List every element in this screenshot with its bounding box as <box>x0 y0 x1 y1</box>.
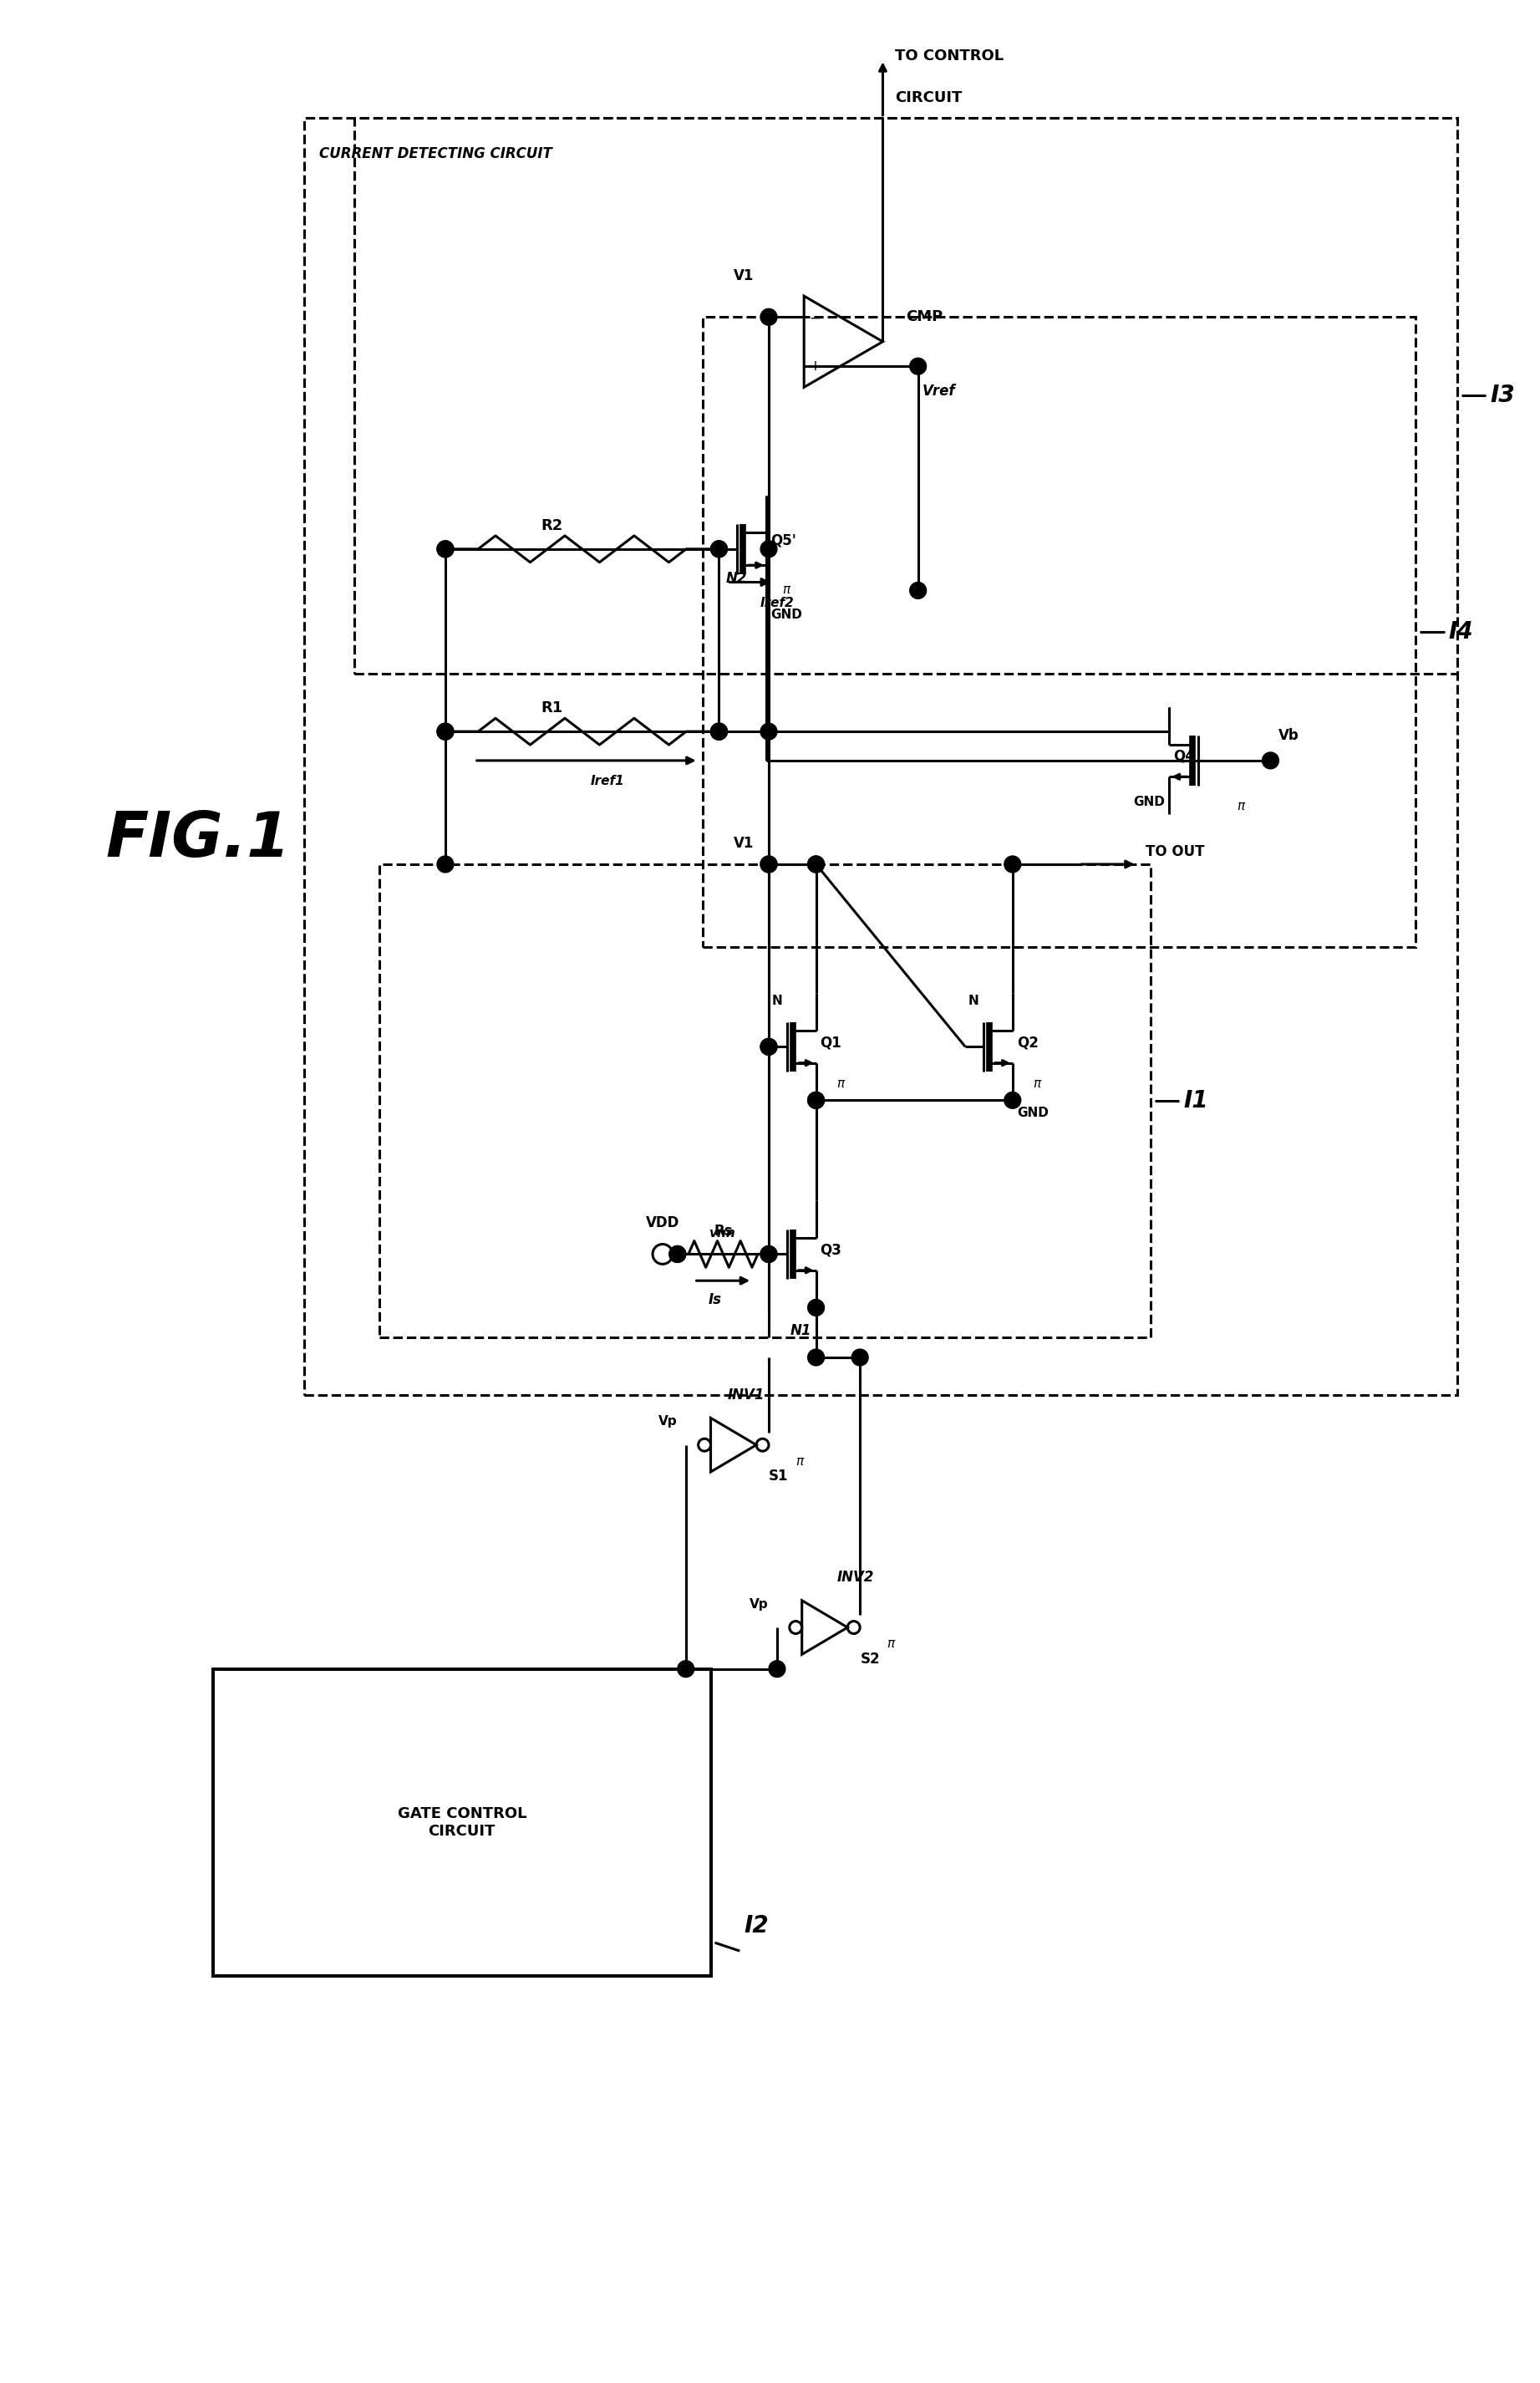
Text: Vb: Vb <box>1278 729 1300 743</box>
Text: Q4: Q4 <box>1173 748 1195 765</box>
Text: CMP: CMP <box>906 310 942 324</box>
Text: $\pi$: $\pi$ <box>836 1077 845 1089</box>
Text: R2: R2 <box>541 517 562 534</box>
Text: I4: I4 <box>1449 620 1474 643</box>
Circle shape <box>710 722 727 739</box>
Text: INV1: INV1 <box>728 1387 765 1404</box>
Circle shape <box>808 1299 824 1315</box>
Circle shape <box>761 1246 778 1263</box>
Bar <box>354 117 1457 674</box>
Circle shape <box>761 722 778 739</box>
Text: N2: N2 <box>725 570 747 586</box>
Text: GND: GND <box>1133 796 1166 808</box>
Circle shape <box>808 855 824 872</box>
Circle shape <box>768 1661 785 1678</box>
Bar <box>379 865 1150 1337</box>
Text: GND: GND <box>1016 1106 1049 1120</box>
Text: S1: S1 <box>768 1468 788 1485</box>
Circle shape <box>761 310 778 326</box>
Circle shape <box>437 541 454 558</box>
Text: GND: GND <box>770 608 802 622</box>
Text: FIG.1: FIG.1 <box>105 808 290 870</box>
Text: I2: I2 <box>744 1914 768 1937</box>
Circle shape <box>808 1091 824 1108</box>
Circle shape <box>710 541 727 558</box>
Circle shape <box>670 1246 685 1263</box>
Bar <box>305 117 1457 1394</box>
Circle shape <box>670 1246 685 1263</box>
Text: Q5': Q5' <box>770 534 796 548</box>
Circle shape <box>761 1039 778 1056</box>
Circle shape <box>1004 1091 1021 1108</box>
Circle shape <box>437 722 454 739</box>
Circle shape <box>761 1246 778 1263</box>
Text: $\pi$: $\pi$ <box>782 584 792 596</box>
Text: $\pi$: $\pi$ <box>1033 1077 1043 1089</box>
Text: vnn: vnn <box>708 1227 735 1239</box>
Text: $\pi$: $\pi$ <box>796 1456 805 1468</box>
Text: $-$: $-$ <box>808 310 821 324</box>
Circle shape <box>1263 753 1278 770</box>
Text: Vp: Vp <box>750 1599 768 1611</box>
Text: I3: I3 <box>1491 384 1515 407</box>
Circle shape <box>761 1039 778 1056</box>
Circle shape <box>437 541 454 558</box>
Text: Iref1: Iref1 <box>590 774 625 786</box>
Text: N: N <box>772 994 782 1008</box>
Text: S2: S2 <box>859 1651 879 1666</box>
Circle shape <box>761 855 778 872</box>
Circle shape <box>678 1661 695 1678</box>
Text: $+$: $+$ <box>808 360 821 374</box>
Circle shape <box>808 1091 824 1108</box>
Text: CIRCUIT: CIRCUIT <box>895 91 962 105</box>
Text: R1: R1 <box>541 701 562 715</box>
Text: Is: Is <box>708 1292 722 1308</box>
Circle shape <box>761 541 778 558</box>
Text: GATE CONTROL
CIRCUIT: GATE CONTROL CIRCUIT <box>397 1806 527 1840</box>
Circle shape <box>1004 855 1021 872</box>
Text: $\pi$: $\pi$ <box>887 1637 896 1651</box>
Circle shape <box>437 855 454 872</box>
Text: Vref: Vref <box>922 384 955 398</box>
Circle shape <box>710 722 727 739</box>
Text: Vp: Vp <box>659 1416 678 1427</box>
Text: $\pi$: $\pi$ <box>1237 801 1246 813</box>
Text: V1: V1 <box>733 267 753 284</box>
Text: Rs: Rs <box>713 1222 733 1239</box>
Text: INV2: INV2 <box>838 1570 875 1585</box>
Text: CURRENT DETECTING CIRCUIT: CURRENT DETECTING CIRCUIT <box>319 148 553 162</box>
Circle shape <box>808 855 824 872</box>
Text: Q2: Q2 <box>1016 1034 1038 1051</box>
Bar <box>213 1668 710 1976</box>
Text: VDD: VDD <box>645 1215 679 1230</box>
Text: I1: I1 <box>1183 1089 1209 1113</box>
Circle shape <box>910 581 927 598</box>
Circle shape <box>910 357 927 374</box>
Text: TO CONTROL: TO CONTROL <box>895 48 1004 64</box>
Circle shape <box>710 541 727 558</box>
Circle shape <box>808 1349 824 1365</box>
Text: V1: V1 <box>733 836 753 851</box>
Circle shape <box>852 1349 869 1365</box>
Text: Q3: Q3 <box>821 1242 842 1258</box>
Text: Q1: Q1 <box>821 1034 842 1051</box>
Circle shape <box>761 855 778 872</box>
Circle shape <box>437 722 454 739</box>
Text: N: N <box>969 994 979 1008</box>
Text: N1: N1 <box>790 1323 812 1339</box>
Text: TO OUT: TO OUT <box>1146 844 1204 860</box>
Bar <box>702 317 1415 946</box>
Circle shape <box>710 722 727 739</box>
Text: Iref2: Iref2 <box>761 596 795 610</box>
